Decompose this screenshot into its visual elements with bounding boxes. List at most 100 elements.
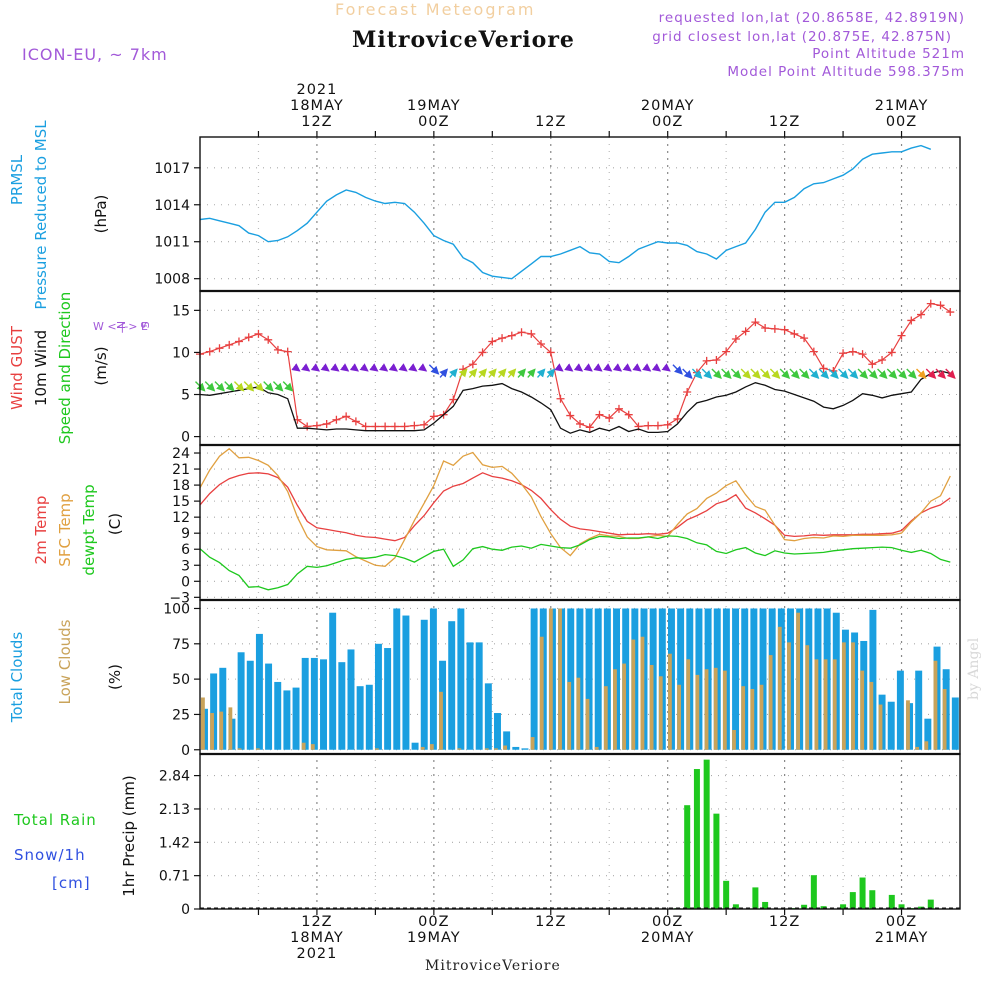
low-cloud-bar: [713, 667, 718, 750]
low-clouds-label: Low Clouds: [56, 619, 74, 704]
total-cloud-bar: [347, 649, 355, 750]
point-altitude: Point Altitude 521m: [812, 46, 965, 62]
total-cloud-bar: [356, 686, 364, 750]
wind-gust-line: [199, 302, 951, 429]
total-cloud-bar: [292, 687, 300, 750]
wind-direction-arrow: [818, 368, 830, 379]
time-label-line: 00Z: [418, 114, 450, 130]
pressure-line: [199, 144, 932, 280]
total-cloud-bar: [237, 652, 245, 750]
wind-direction-arrow: [573, 363, 584, 372]
wind-direction-arrow: [857, 368, 869, 379]
time-label-line: 00Z: [651, 114, 684, 130]
time-label-line: 19MAY: [407, 930, 461, 946]
low-cloud-bar: [613, 669, 617, 750]
wind-gust-mark: [712, 356, 721, 365]
y-tick-label: 18: [172, 478, 190, 494]
y-tick-label: 10: [172, 345, 190, 361]
wind-gust-mark: [527, 329, 536, 338]
wind-gust-mark: [478, 348, 487, 357]
bottom-time-label: 12Z: [745, 914, 825, 930]
wind-direction-arrow: [838, 368, 849, 379]
precip-bar: [752, 887, 759, 909]
wind-direction-arrow: [439, 368, 449, 378]
low-cloud-bar: [851, 642, 855, 750]
temp-sfc-line: [199, 447, 951, 567]
wind-direction-arrow: [272, 381, 284, 392]
wind-direction-arrow: [691, 368, 703, 379]
wind-direction-arrow: [224, 381, 235, 392]
wind-direction-arrow: [546, 368, 556, 378]
wind-direction-arrow: [877, 368, 888, 379]
wind-gust-mark: [390, 422, 399, 431]
wind-gust-mark: [273, 345, 282, 354]
low-cloud-bar: [777, 626, 782, 750]
low-cloud-bar: [667, 653, 672, 750]
wind-gust-mark: [751, 318, 760, 327]
wind-gust-mark: [254, 329, 263, 338]
precip-bar: [888, 894, 895, 909]
wind-direction-arrow: [417, 363, 428, 372]
wind-gust-mark: [790, 329, 799, 338]
wind-direction-arrow: [204, 381, 216, 392]
total-cloud-bar: [310, 657, 318, 750]
wind-gust-mark: [498, 334, 507, 343]
low-cloud-bar: [741, 686, 746, 750]
low-cloud-bar: [823, 659, 828, 750]
low-cloud-bar: [558, 608, 562, 750]
top-time-label: 19MAY 00Z: [394, 98, 474, 130]
wind-gust-mark: [410, 421, 419, 430]
total-cloud-bar: [466, 642, 474, 750]
compass-north: N: [115, 321, 128, 329]
wind-gust-mark: [653, 421, 662, 430]
time-label-line: 2021: [296, 946, 338, 962]
panel-frame-temperature: [199, 444, 961, 601]
low-cloud-bar: [878, 704, 883, 750]
top-time-label: 12Z: [745, 114, 825, 130]
wind-gust-mark: [722, 347, 731, 356]
time-label-line: 00Z: [418, 914, 450, 930]
model-altitude: Model Point Altitude 598.375m: [727, 64, 965, 80]
wind-direction-arrow: [769, 368, 781, 379]
bottom-time-label: 12Z: [511, 914, 591, 930]
low-cloud-bar: [539, 636, 544, 750]
precip-bar: [693, 769, 700, 909]
wind-gust-mark: [351, 417, 360, 426]
low-cloud-bar: [228, 707, 233, 750]
temp-dewpt-line: [199, 535, 951, 591]
wind-direction-arrow: [243, 381, 255, 392]
low-cloud-bar: [906, 700, 910, 750]
low-cloud-bar: [640, 636, 645, 750]
wind-gust-mark: [283, 347, 292, 356]
wind-direction-arrow: [564, 363, 574, 372]
low-cloud-bar: [722, 670, 727, 750]
wind-direction-arrow: [507, 368, 517, 378]
precip-bar: [898, 904, 905, 909]
total-rain-label: Total Rain: [13, 811, 97, 829]
total-cloud-bar: [402, 615, 410, 750]
y-tick-label: 1014: [154, 198, 190, 214]
wind-direction-arrow: [828, 368, 839, 379]
total-cloud-bar: [448, 621, 456, 750]
wind-direction-arrow: [867, 368, 878, 379]
total-cloud-bar: [594, 608, 602, 750]
total-cloud-bar: [521, 748, 529, 750]
low-cloud-bar: [210, 713, 214, 750]
y-tick-label: 6: [181, 542, 190, 558]
low-cloud-bar: [649, 664, 654, 750]
wind-gust-mark: [683, 387, 692, 396]
total-cloud-bar: [887, 701, 895, 750]
wind-gust-mark: [731, 334, 740, 343]
precip-bar: [762, 901, 769, 909]
y-tick-label: 24: [172, 446, 190, 462]
low-cloud-bar: [924, 741, 929, 750]
wind-direction-arrow: [488, 368, 497, 378]
total-cloud-bar: [320, 659, 327, 750]
y-tick-label: 21: [172, 462, 190, 478]
y-tick-label: 1011: [154, 235, 190, 251]
wind-gust-mark: [741, 327, 750, 336]
total-cloud-bar: [255, 633, 263, 750]
y-tick-label: 25: [172, 707, 190, 723]
wind-direction-arrow: [789, 368, 800, 379]
wind-gust-mark: [303, 422, 312, 431]
